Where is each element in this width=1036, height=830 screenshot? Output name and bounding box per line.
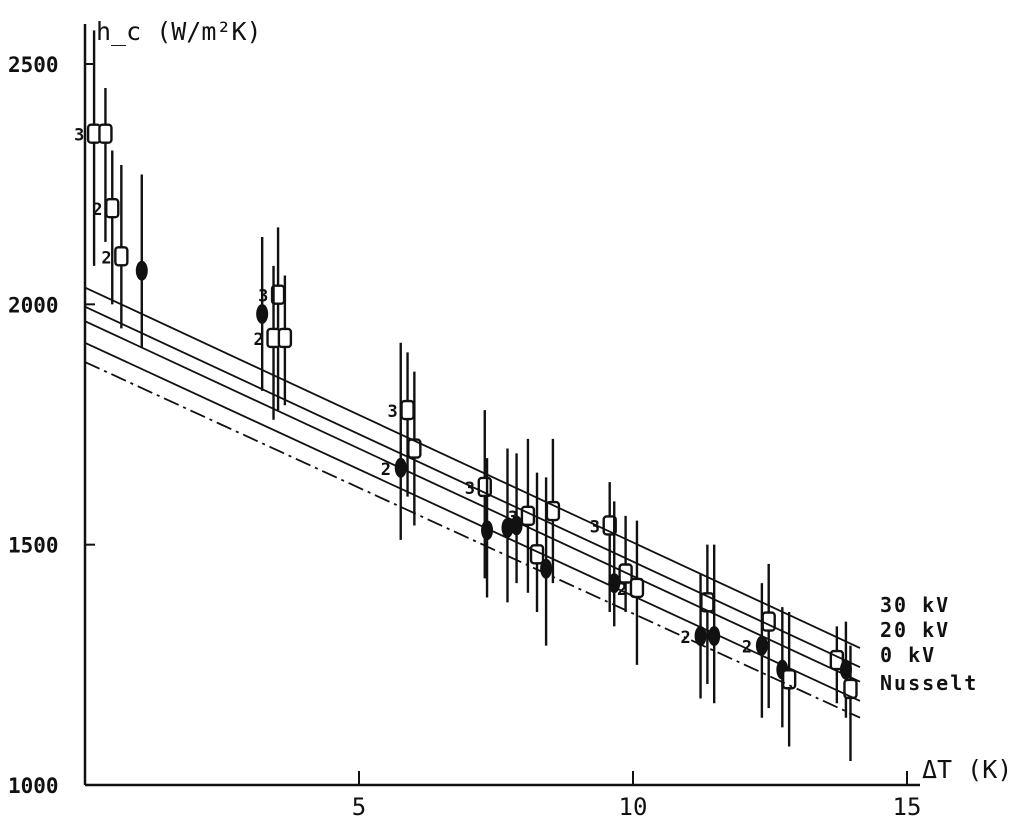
data-point-label: 2 — [742, 638, 752, 658]
data-point-filled — [481, 520, 494, 541]
x-tick-label: 15 — [893, 793, 922, 821]
data-point-open — [520, 505, 536, 527]
x-axis-title: ΔT (K) — [922, 755, 1012, 784]
data-point-label: 2 — [617, 580, 627, 600]
data-point-filled — [540, 558, 553, 579]
data-point-open — [781, 669, 797, 690]
data-point-filled — [708, 625, 721, 646]
data-point-label: 3 — [465, 479, 475, 499]
y-tick-label: 2000 — [8, 293, 59, 317]
y-tick-label: 1500 — [8, 534, 59, 558]
y-axis-title: h_c (W/m²K) — [96, 17, 262, 46]
series-label: Nusselt — [880, 671, 978, 695]
measurement-layer: 3223223333222 — [74, 30, 858, 761]
data-point-label: 3 — [258, 287, 268, 307]
data-point-filled — [694, 625, 707, 646]
fit-lines-layer — [84, 286, 861, 719]
x-tick-label: 5 — [352, 793, 366, 821]
data-point-label: 3 — [74, 126, 84, 146]
data-point-filled — [755, 635, 768, 656]
fit-line — [84, 305, 861, 669]
data-point-label: 3 — [508, 508, 518, 528]
data-point-open — [114, 246, 129, 267]
y-tick-label: 1000 — [8, 774, 59, 798]
data-point-label: 2 — [101, 248, 111, 268]
data-point-open — [105, 197, 120, 219]
data-point-open — [400, 399, 415, 421]
data-point-filled — [256, 303, 269, 324]
data-point-label: 3 — [590, 517, 600, 537]
series-label: 0 kV — [880, 643, 936, 667]
fit-line — [84, 286, 861, 649]
series-label: 30 kV — [880, 593, 950, 617]
x-tick-label: 10 — [619, 793, 648, 821]
data-point-open — [629, 577, 645, 599]
series-label: 20 kV — [880, 618, 950, 642]
data-point-label: 2 — [92, 200, 102, 220]
data-point-label: 2 — [254, 330, 264, 350]
data-point-label: 2 — [381, 460, 391, 480]
y-tick-label: 2500 — [8, 53, 59, 77]
data-point-open — [761, 611, 776, 632]
tick-layer: 5 10 15 1000 1500 2000 2500 — [8, 53, 921, 821]
data-point-open — [277, 327, 293, 349]
data-point-open — [843, 678, 858, 700]
fit-line — [84, 320, 861, 683]
data-point-filled — [501, 517, 514, 538]
data-point-open — [98, 123, 113, 144]
fit-line — [84, 341, 861, 702]
data-point-open — [407, 438, 422, 459]
data-point-filled — [135, 260, 148, 281]
fit-line — [84, 361, 861, 719]
data-point-label: 3 — [388, 402, 398, 422]
